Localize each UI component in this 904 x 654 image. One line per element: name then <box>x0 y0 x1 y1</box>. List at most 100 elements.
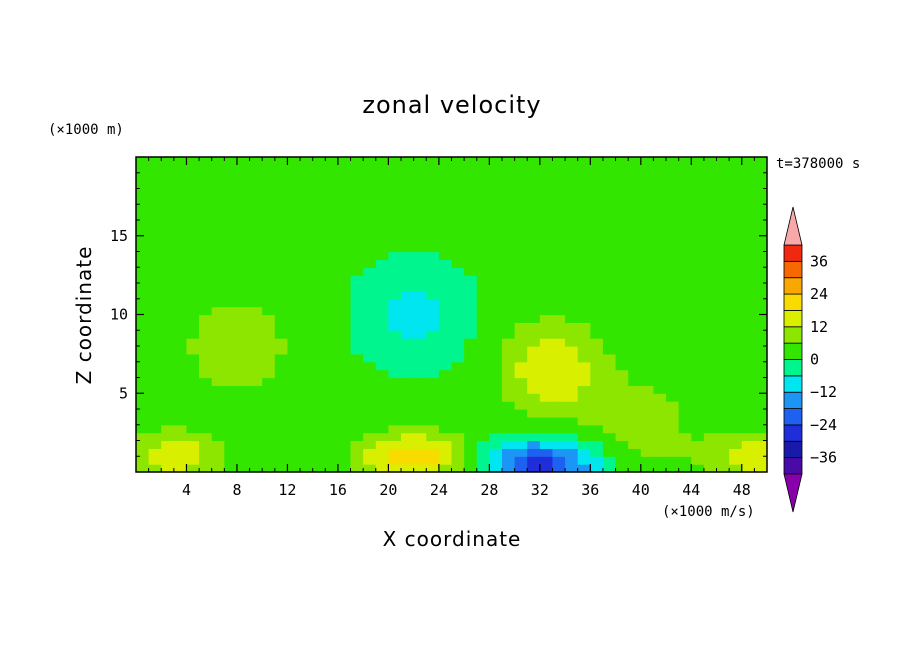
field-cell <box>211 212 225 221</box>
field-cell <box>489 330 503 339</box>
field-cell <box>375 275 389 284</box>
field-cell <box>653 385 667 394</box>
field-cell <box>476 456 490 465</box>
field-cell <box>653 377 667 386</box>
field-cell <box>401 243 415 253</box>
field-cell <box>350 204 364 213</box>
field-cell <box>552 401 566 410</box>
field-cell <box>716 157 730 166</box>
field-cell <box>148 401 162 410</box>
field-cell <box>186 401 200 410</box>
field-cell <box>729 283 743 292</box>
field-cell <box>249 409 263 418</box>
field-cell <box>539 290 554 300</box>
field-cell <box>413 385 427 394</box>
y-tick-label: 15 <box>110 227 128 245</box>
field-cell <box>501 385 516 394</box>
field-cell <box>514 259 528 268</box>
field-cell <box>173 172 188 182</box>
field-cell <box>249 235 263 245</box>
field-cell <box>691 259 705 268</box>
field-cell <box>161 180 175 190</box>
field-cell <box>703 346 718 355</box>
field-cell <box>602 243 617 253</box>
field-cell <box>716 188 730 197</box>
field-cell <box>691 157 705 166</box>
field-cell <box>262 314 276 323</box>
field-cell <box>451 251 465 260</box>
field-cell <box>199 440 213 449</box>
field-cell <box>249 180 263 190</box>
field-cell <box>426 393 440 402</box>
field-cell <box>312 164 326 174</box>
field-cell <box>691 416 705 426</box>
field-cell <box>173 251 188 260</box>
field-cell <box>363 456 377 465</box>
field-cell <box>602 235 617 245</box>
field-cell <box>426 377 440 386</box>
field-cell <box>413 432 427 442</box>
field-cell <box>236 196 251 205</box>
field-cell <box>438 361 453 371</box>
field-cell <box>161 283 175 292</box>
field-cell <box>350 306 364 316</box>
field-cell <box>602 353 617 363</box>
field-cell <box>199 369 213 379</box>
field-cell <box>628 369 642 379</box>
field-cell <box>413 377 427 386</box>
field-cell <box>501 456 516 465</box>
field-cell <box>527 306 541 316</box>
field-cell <box>325 172 339 182</box>
field-cell <box>148 275 162 284</box>
field-cell <box>539 353 554 363</box>
field-cell <box>514 212 528 221</box>
field-cell <box>136 369 150 379</box>
field-cell <box>476 377 490 386</box>
field-cell <box>602 322 617 331</box>
field-cell <box>274 172 289 182</box>
field-cell <box>413 180 427 190</box>
field-cell <box>489 456 503 465</box>
field-cell <box>363 259 377 268</box>
field-cell <box>653 409 667 418</box>
field-cell <box>602 314 617 323</box>
field-cell <box>615 346 629 355</box>
field-cell <box>754 204 767 213</box>
x-tick-label: 20 <box>379 481 397 499</box>
colorbar-segment <box>783 408 803 426</box>
field-cell <box>161 164 175 174</box>
field-cell <box>274 290 289 300</box>
field-cell <box>691 346 705 355</box>
field-cell <box>148 409 162 418</box>
field-cell <box>514 251 528 260</box>
field-cell <box>501 306 516 316</box>
field-cell <box>186 212 200 221</box>
field-cell <box>451 290 465 300</box>
field-cell <box>161 259 175 268</box>
field-cell <box>527 267 541 276</box>
field-cell <box>438 235 453 245</box>
field-cell <box>224 322 238 331</box>
field-cell <box>363 314 377 323</box>
field-cell <box>602 440 617 449</box>
field-cell <box>590 314 604 323</box>
field-cell <box>754 330 767 339</box>
field-cell <box>628 448 642 457</box>
field-cell <box>464 353 478 363</box>
field-cell <box>539 393 554 402</box>
field-cell <box>691 290 705 300</box>
field-cell <box>552 204 566 213</box>
field-cell <box>653 464 667 472</box>
field-cell <box>325 338 339 347</box>
field-cell <box>565 196 579 205</box>
field-cell <box>678 440 692 449</box>
field-cell <box>716 290 730 300</box>
field-cell <box>729 385 743 394</box>
field-cell <box>666 338 680 347</box>
field-cell <box>691 338 705 347</box>
field-cell <box>413 267 427 276</box>
field-cell <box>413 306 427 316</box>
field-cell <box>678 259 692 268</box>
field-cell <box>754 456 767 465</box>
field-cell <box>186 448 200 457</box>
